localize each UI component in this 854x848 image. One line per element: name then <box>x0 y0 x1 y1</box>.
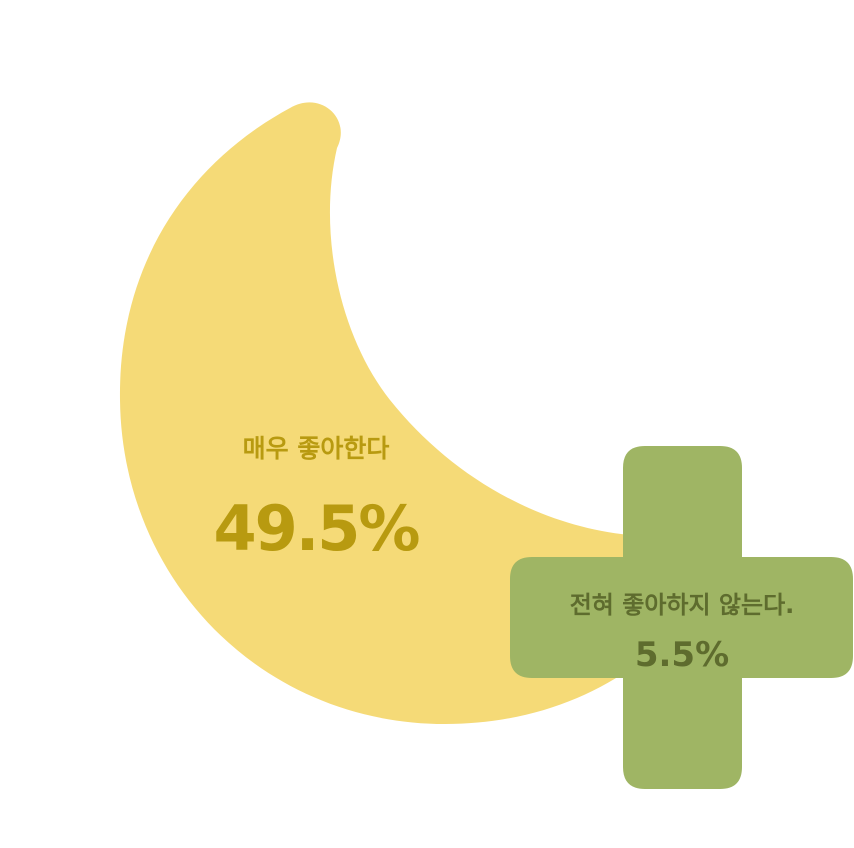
cross-shape <box>510 446 853 789</box>
segment-label-not-at-all: 전혀 좋아하지 않는다. <box>570 591 795 619</box>
segment-label-very-like: 매우 좋아한다 <box>243 434 390 463</box>
segment-value-not-at-all: 5.5% <box>635 635 729 675</box>
segment-value-very-like: 49.5% <box>213 492 419 565</box>
